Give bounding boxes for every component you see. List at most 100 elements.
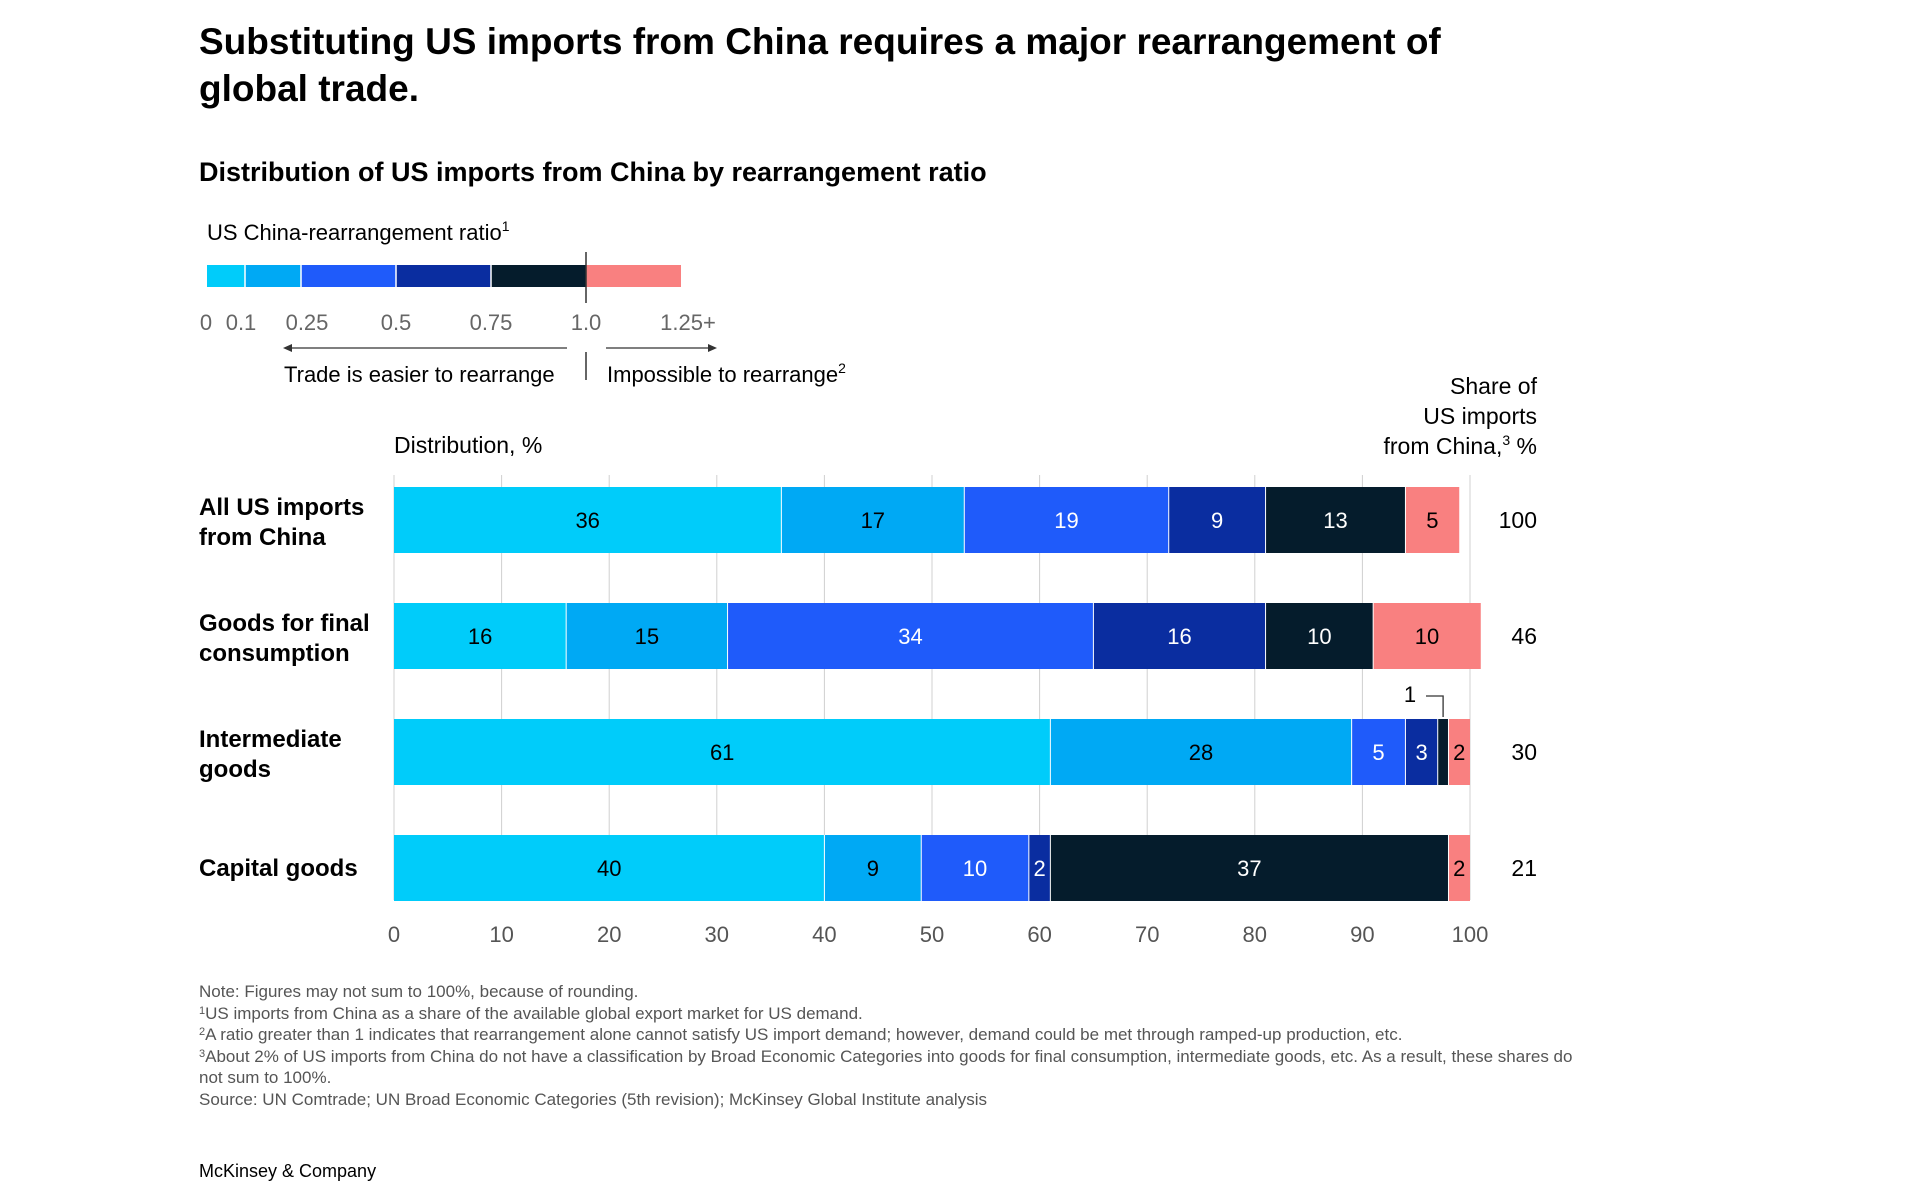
bar-segment <box>394 603 567 669</box>
bar-data-label: 5 <box>1372 740 1384 765</box>
bar-data-label: 5 <box>1426 508 1438 533</box>
bar-segment <box>1405 719 1438 785</box>
legend-tick-label: 0.75 <box>470 310 513 335</box>
bar-data-label: 2 <box>1453 740 1465 765</box>
bar-segment <box>727 603 1094 669</box>
footnotes: Note: Figures may not sum to 100%, becau… <box>199 981 1579 1110</box>
share-value: 100 <box>1499 507 1537 533</box>
legend-tick-label: 0.5 <box>381 310 412 335</box>
legend-tick-label: 1.25+ <box>660 310 716 335</box>
legend-tick-label: 0.1 <box>226 310 257 335</box>
x-tick-label: 0 <box>388 922 400 947</box>
legend-title: US China-rearrangement ratio1 <box>207 218 510 245</box>
brand-name: McKinsey & Company <box>199 1161 377 1181</box>
footnote-1: Note: Figures may not sum to 100%, becau… <box>199 982 639 1001</box>
x-tick-label: 30 <box>705 922 729 947</box>
bar-data-label: 2 <box>1453 856 1465 881</box>
share-value: 46 <box>1511 623 1537 649</box>
bar-segment <box>394 719 1051 785</box>
share-value: 21 <box>1511 855 1537 881</box>
legend-left-note: Trade is easier to rearrange <box>284 362 555 387</box>
bar-data-label: 15 <box>635 624 659 649</box>
legend-swatch-6 <box>586 265 681 287</box>
chart-subtitle: Distribution of US imports from China by… <box>199 157 987 187</box>
category-label: All US imports <box>199 494 364 521</box>
share-value: 30 <box>1511 739 1537 765</box>
bar-segment <box>964 487 1169 553</box>
bar-data-label: 3 <box>1415 740 1427 765</box>
bar-segment <box>1437 719 1449 785</box>
bar-data-label: 17 <box>861 508 885 533</box>
legend-tick-label: 1.0 <box>571 310 602 335</box>
bar-data-label: 9 <box>1211 508 1223 533</box>
legend-swatch-4 <box>396 265 491 287</box>
bar-data-label: 2 <box>1033 856 1045 881</box>
bar-segment <box>1448 719 1470 785</box>
bar-data-label: 16 <box>468 624 492 649</box>
share-header-line-3: from China,3 % <box>1383 432 1537 459</box>
bar-data-label: 10 <box>963 856 987 881</box>
bar-segment <box>1265 487 1406 553</box>
category-label: from China <box>199 524 326 551</box>
bar-row-1: All US imports from China 36 17 19 9 13 5 100 <box>199 487 1537 553</box>
legend-tick-label: 0.25 <box>286 310 329 335</box>
callout-label: 1 <box>1404 682 1416 707</box>
share-header-line-1: Share of <box>1450 373 1538 399</box>
footnote-3: 2A ratio greater than 1 indicates that r… <box>199 1025 1403 1044</box>
category-label: Intermediate <box>199 726 342 753</box>
bar-data-label: 19 <box>1054 508 1078 533</box>
category-label: consumption <box>199 640 350 667</box>
legend-swatch-5 <box>491 265 586 287</box>
bar-segment <box>781 487 965 553</box>
x-tick-label: 100 <box>1452 922 1489 947</box>
footnote-4: 3About 2% of US imports from China do no… <box>199 1046 1573 1088</box>
bar-segment <box>1168 487 1266 553</box>
bar-segment <box>1405 487 1460 553</box>
x-tick-label: 10 <box>489 922 513 947</box>
bar-segment <box>1351 719 1406 785</box>
category-label: goods <box>199 756 271 783</box>
bar-row-4: Capital goods 40 9 10 2 37 2 21 <box>199 835 1537 901</box>
bar-data-label: 16 <box>1167 624 1191 649</box>
legend-swatch-2 <box>245 265 301 287</box>
category-label: Goods for final <box>199 610 370 637</box>
bar-segment <box>566 603 728 669</box>
bar-segment <box>921 835 1029 901</box>
legend-right-note: Impossible to rearrange2 <box>607 360 846 387</box>
bar-segment <box>1050 835 1449 901</box>
footnote-2: 1US imports from China as a share of the… <box>199 1003 863 1023</box>
bar-segment <box>1265 603 1374 669</box>
legend-swatch-3 <box>301 265 396 287</box>
x-tick-label: 90 <box>1350 922 1374 947</box>
bar-segment <box>1050 719 1352 785</box>
bar-row-3: Intermediate goods 61 28 5 3 2 30 <box>199 719 1537 785</box>
bar-data-label: 9 <box>867 856 879 881</box>
bar-data-label: 61 <box>710 740 734 765</box>
page-title: Substituting US imports from China requi… <box>199 21 1441 109</box>
legend-swatch-1 <box>207 265 245 287</box>
bar-data-label: 36 <box>575 508 599 533</box>
bar-segment <box>1093 603 1266 669</box>
bar-data-label: 34 <box>898 624 922 649</box>
bar-row-2: Goods for final consumption 16 15 34 16 10 10 46 <box>199 603 1537 669</box>
bar-segment <box>1448 835 1470 901</box>
share-header-line-2: US imports <box>1423 403 1537 429</box>
callout-leader-line <box>1426 695 1444 717</box>
x-axis-label: Distribution, % <box>394 432 542 458</box>
category-label: Capital goods <box>199 855 358 882</box>
legend-tick-label: 0 <box>200 310 212 335</box>
footnote-5: Source: UN Comtrade; UN Broad Economic C… <box>199 1089 987 1109</box>
bar-data-label: 28 <box>1189 740 1213 765</box>
bar-segment <box>394 835 825 901</box>
bar-segment <box>1028 835 1051 901</box>
x-tick-label: 40 <box>812 922 836 947</box>
legend-left-arrowhead <box>283 344 292 352</box>
x-tick-label: 50 <box>920 922 944 947</box>
x-tick-label: 60 <box>1027 922 1051 947</box>
bar-segment <box>1373 603 1481 669</box>
legend-right-arrowhead <box>708 344 717 352</box>
bar-data-label: 10 <box>1307 624 1331 649</box>
x-tick-label: 80 <box>1243 922 1267 947</box>
bar-data-label: 10 <box>1415 624 1439 649</box>
